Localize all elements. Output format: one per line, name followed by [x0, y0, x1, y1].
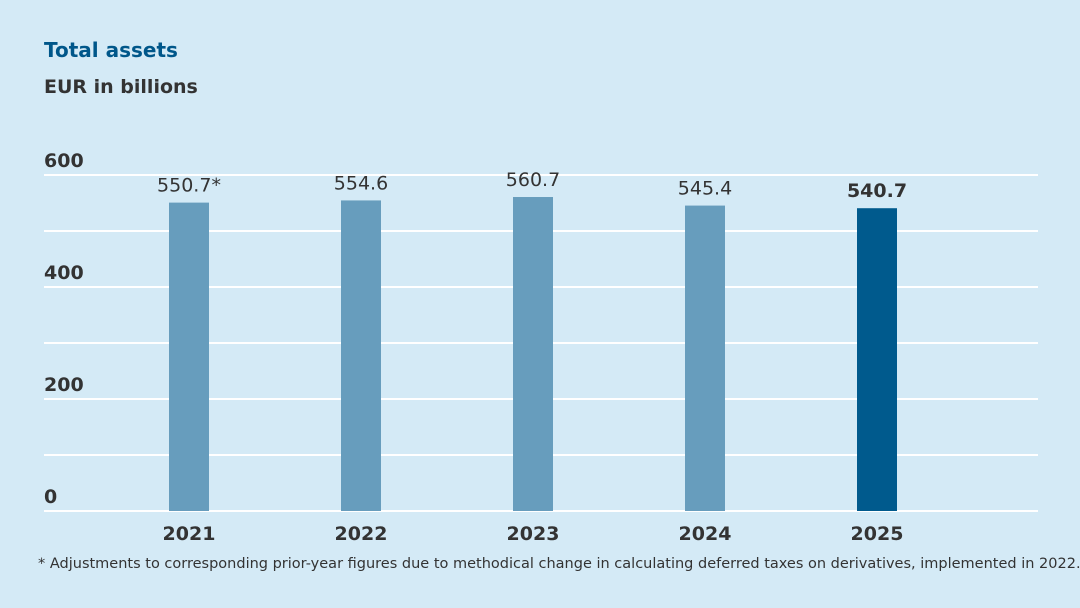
y-tick-label: 200 — [44, 374, 84, 396]
bar-2023 — [513, 197, 553, 511]
bar-2022 — [341, 200, 381, 511]
footnote: * Adjustments to corresponding prior-yea… — [38, 556, 1080, 572]
bar-2025 — [857, 208, 897, 511]
chart-title: Total assets — [44, 38, 178, 62]
y-tick-label: 400 — [44, 262, 84, 284]
bars — [169, 197, 897, 512]
bar-2024 — [685, 205, 725, 512]
x-tick-label: 2024 — [679, 523, 732, 545]
value-label: 540.7 — [847, 180, 907, 202]
chart-subtitle: EUR in billions — [44, 76, 198, 98]
y-tick-label: 0 — [44, 486, 57, 508]
x-tick-label: 2023 — [507, 523, 560, 545]
y-tick-label: 600 — [44, 150, 84, 172]
bar-2021 — [169, 202, 209, 511]
x-tick-label: 2025 — [851, 523, 904, 545]
value-label: 550.7* — [157, 175, 221, 197]
labels: 0 200 400 600 550.7* 2021 554.6 2022 560.7 2023 54… — [44, 150, 907, 545]
x-tick-label: 2021 — [163, 523, 216, 545]
value-label: 554.6 — [334, 172, 388, 194]
x-tick-label: 2022 — [335, 523, 388, 545]
value-label: 560.7 — [506, 169, 560, 191]
value-label: 545.4 — [678, 178, 732, 200]
bar-chart: 0 200 400 600 550.7* 2021 554.6 2022 560.7 2023 54… — [44, 150, 1038, 545]
